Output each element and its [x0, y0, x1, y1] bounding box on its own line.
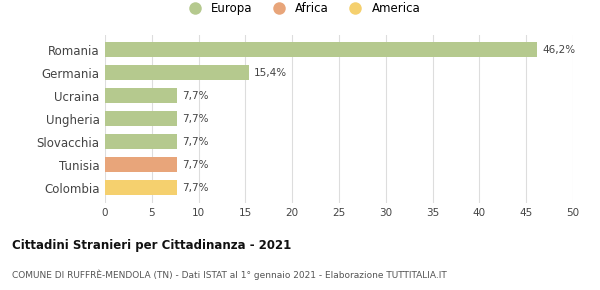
Text: 7,7%: 7,7%	[182, 183, 208, 193]
Bar	[105, 88, 177, 103]
Bar	[105, 135, 177, 149]
Text: 15,4%: 15,4%	[254, 68, 287, 78]
Bar	[105, 42, 538, 57]
Bar	[105, 66, 249, 80]
Bar	[105, 157, 177, 172]
Text: Cittadini Stranieri per Cittadinanza - 2021: Cittadini Stranieri per Cittadinanza - 2…	[12, 239, 291, 252]
Text: 7,7%: 7,7%	[182, 160, 208, 170]
Bar	[105, 111, 177, 126]
Bar	[105, 180, 177, 195]
Text: 7,7%: 7,7%	[182, 137, 208, 147]
Text: COMUNE DI RUFFRÈ-MENDOLA (TN) - Dati ISTAT al 1° gennaio 2021 - Elaborazione TUT: COMUNE DI RUFFRÈ-MENDOLA (TN) - Dati IST…	[12, 270, 447, 280]
Text: 7,7%: 7,7%	[182, 114, 208, 124]
Legend: Europa, Africa, America: Europa, Africa, America	[183, 2, 420, 15]
Text: 7,7%: 7,7%	[182, 91, 208, 101]
Text: 46,2%: 46,2%	[542, 45, 575, 55]
